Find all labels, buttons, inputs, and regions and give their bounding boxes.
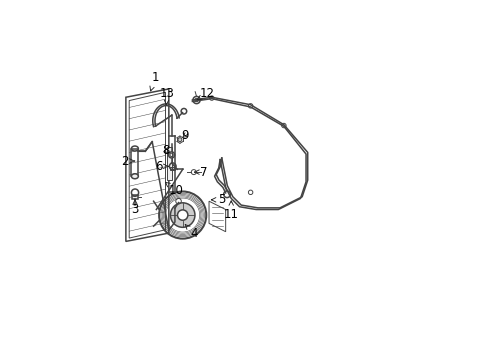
Bar bbox=[131, 149, 138, 176]
Circle shape bbox=[248, 104, 252, 108]
Text: 6: 6 bbox=[155, 160, 168, 173]
Text: 1: 1 bbox=[150, 71, 159, 91]
Bar bbox=[167, 147, 172, 180]
Circle shape bbox=[209, 96, 214, 100]
Text: 4: 4 bbox=[185, 224, 197, 240]
Circle shape bbox=[177, 210, 187, 220]
Text: 2: 2 bbox=[122, 154, 134, 167]
Ellipse shape bbox=[131, 174, 138, 179]
Circle shape bbox=[170, 203, 195, 227]
Circle shape bbox=[248, 190, 252, 194]
Text: 5: 5 bbox=[211, 193, 225, 206]
Bar bbox=[170, 167, 175, 170]
Text: 3: 3 bbox=[131, 200, 139, 216]
Text: 11: 11 bbox=[223, 201, 238, 221]
Text: 12: 12 bbox=[197, 87, 215, 100]
Circle shape bbox=[281, 123, 285, 128]
Text: 8: 8 bbox=[162, 144, 169, 157]
Text: 10: 10 bbox=[165, 183, 183, 197]
Circle shape bbox=[195, 98, 198, 102]
Circle shape bbox=[178, 138, 182, 141]
Text: 13: 13 bbox=[159, 87, 174, 105]
Text: 7: 7 bbox=[194, 166, 207, 179]
Text: 9: 9 bbox=[182, 129, 189, 142]
Bar bbox=[132, 195, 138, 199]
